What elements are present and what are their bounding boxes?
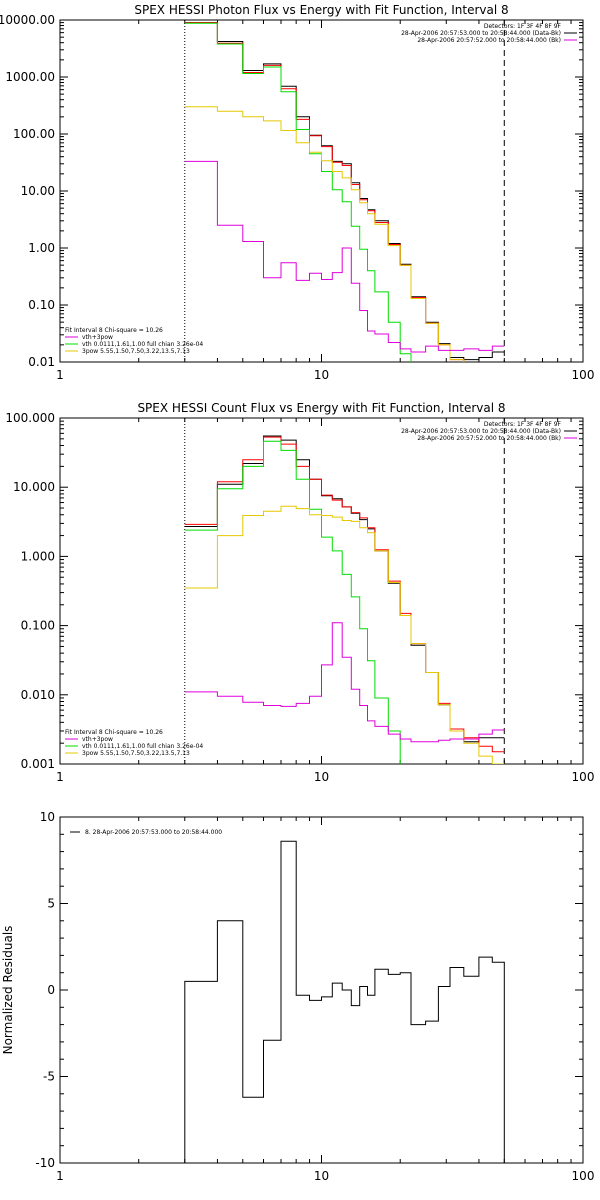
x-tick-label: 1 xyxy=(56,368,64,382)
info-text-line: 28-Apr-2006 20:57:52.000 to 20:58:44.000… xyxy=(417,37,561,44)
residual-legend-text: 8. 28-Apr-2006 20:57:53.000 to 20:58:44.… xyxy=(85,829,222,836)
y-tick-label: 0.010 xyxy=(21,688,55,702)
panel-3: 1 10 100 -10 -5 0 5 10 Normalized Residuals 8. 28… xyxy=(1,810,594,1183)
info-text-line: 28-Apr-2006 20:57:53.000 to 20:58:44.000… xyxy=(401,30,561,37)
y-tick-label: 5 xyxy=(47,897,55,911)
panel-2: SPEX HESSI Count Flux vs Energy with Fit… xyxy=(5,401,595,784)
x-tick-label: 10 xyxy=(314,1169,329,1183)
series-line-total xyxy=(184,22,465,362)
y-tick-label: 0 xyxy=(47,983,55,997)
series-line-vth xyxy=(184,440,401,764)
y-tick-label: 100.000 xyxy=(5,411,55,425)
chart-title: SPEX HESSI Photon Flux vs Energy with Fi… xyxy=(134,3,508,17)
x-tick-label: 100 xyxy=(572,1169,595,1183)
series-group xyxy=(184,435,505,764)
y-tick-label: 100.00 xyxy=(13,127,55,141)
series-group xyxy=(184,22,505,362)
info-text-line: 28-Apr-2006 20:57:52.000 to 20:58:44.000… xyxy=(417,435,561,442)
chart-title: SPEX HESSI Count Flux vs Energy with Fit… xyxy=(137,401,505,415)
series-line-residual_spectrum xyxy=(184,160,505,353)
y-tick-label: 1000.00 xyxy=(5,70,55,84)
series-line-3pow xyxy=(184,106,465,362)
info-text-line: 28-Apr-2006 20:57:53.000 to 20:58:44.000… xyxy=(401,428,561,435)
y-tick-label: 10000.00 xyxy=(0,13,55,27)
fit-info-text: 3pow 5.55,1.50,7.50,3.22,13.5,7.13 xyxy=(82,348,190,355)
fit-info-text: vth 0.0111,1.61,1.00 full chian 3.26e-04 xyxy=(82,743,203,750)
info-text-line: Detectors: 1F 3F 4F 8F 9F xyxy=(484,421,562,428)
x-tick-label: 1 xyxy=(56,1169,64,1183)
y-tick-label: 0.100 xyxy=(21,619,55,633)
x-tick-label: 10 xyxy=(314,368,329,382)
series-line-residual_spectrum xyxy=(184,622,505,743)
y-tick-label: 10 xyxy=(40,810,55,824)
series-line-residuals xyxy=(184,840,505,1163)
series-line-3pow xyxy=(184,505,505,764)
y-tick-label: 10.000 xyxy=(13,480,55,494)
x-tick-label: 100 xyxy=(572,368,595,382)
y-tick-label: 1.000 xyxy=(21,549,55,563)
x-tick-label: 10 xyxy=(314,770,329,784)
y-tick-label: -10 xyxy=(35,1156,55,1170)
fit-info-text: vth+3pow xyxy=(82,736,113,743)
series-line-data xyxy=(184,22,505,361)
y-tick-label: 0.01 xyxy=(28,355,55,369)
panel-1: SPEX HESSI Photon Flux vs Energy with Fi… xyxy=(0,3,595,382)
series-group xyxy=(184,840,505,1163)
x-tick-label: 1 xyxy=(56,770,64,784)
y-axis-label: Normalized Residuals xyxy=(1,926,15,1055)
y-tick-label: 0.10 xyxy=(28,298,55,312)
x-tick-label: 100 xyxy=(572,770,595,784)
fit-info-text: Fit Interval 8 Chi-square = 10.26 xyxy=(65,327,163,334)
fit-info-text: Fit Interval 8 Chi-square = 10.26 xyxy=(65,729,163,736)
fit-info-text: vth 0.0111,1.61,1.00 full chian 3.26e-04 xyxy=(82,341,203,348)
y-tick-label: 0.001 xyxy=(21,757,55,771)
series-line-vth xyxy=(184,22,412,362)
info-text-line: Detectors: 1F 3F 4F 8F 9F xyxy=(484,23,562,30)
fit-info-text: 3pow 5.55,1.50,7.50,3.22,13.5,7.13 xyxy=(82,750,190,757)
fit-info-text: vth+3pow xyxy=(82,334,113,341)
y-tick-label: -5 xyxy=(43,1070,55,1084)
y-tick-label: 10.00 xyxy=(21,184,55,198)
y-tick-label: 1.00 xyxy=(28,241,55,255)
